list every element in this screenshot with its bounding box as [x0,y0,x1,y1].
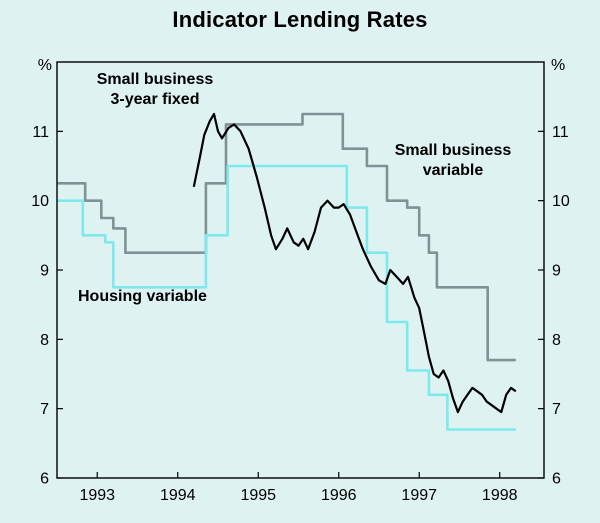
series-small-business-3-year-fixed [192,112,517,414]
x-tick-label: 1993 [79,487,115,504]
x-tick-label: 1995 [240,487,276,504]
chart-title: Indicator Lending Rates [172,7,428,32]
y-tick-label-right: 11 [552,124,569,141]
series-small-business-variable [57,112,516,362]
y-tick-label-right: 6 [552,471,561,488]
y-tick-label-left: 10 [31,193,49,210]
y-axis-unit-right: % [551,57,566,74]
y-tick-label-left: 9 [40,263,49,280]
y-tick-label-right: 7 [552,401,561,418]
annotation-line: 3-year fixed [110,91,200,108]
y-tick-label-left: 11 [32,124,49,141]
y-tick-label-right: 10 [552,193,570,210]
series-housing-variable [57,164,516,431]
annotation-line: Small business [394,142,512,159]
x-tick-label: 1997 [401,487,437,504]
y-tick-label-right: 8 [552,332,561,349]
annotation-housing-variable: Housing variable [78,287,207,307]
annotation-small-business-3yr-fixed: Small business 3-year fixed [85,70,225,110]
x-tick-label: 1994 [160,487,196,504]
x-tick-label: 1996 [321,487,357,504]
y-tick-label-left: 7 [40,401,49,418]
annotation-small-business-variable: Small business variable [378,141,528,181]
x-tick-label: 1998 [482,487,518,504]
plot-border [56,61,545,479]
y-tick-label-left: 8 [40,332,49,349]
y-tick-label-left: 6 [40,471,49,488]
y-tick-label-right: 9 [552,263,561,280]
annotation-line: variable [422,162,484,179]
y-axis-unit-left: % [37,57,52,74]
annotation-line: Small business [96,71,214,88]
annotation-line: Housing variable [78,288,207,305]
